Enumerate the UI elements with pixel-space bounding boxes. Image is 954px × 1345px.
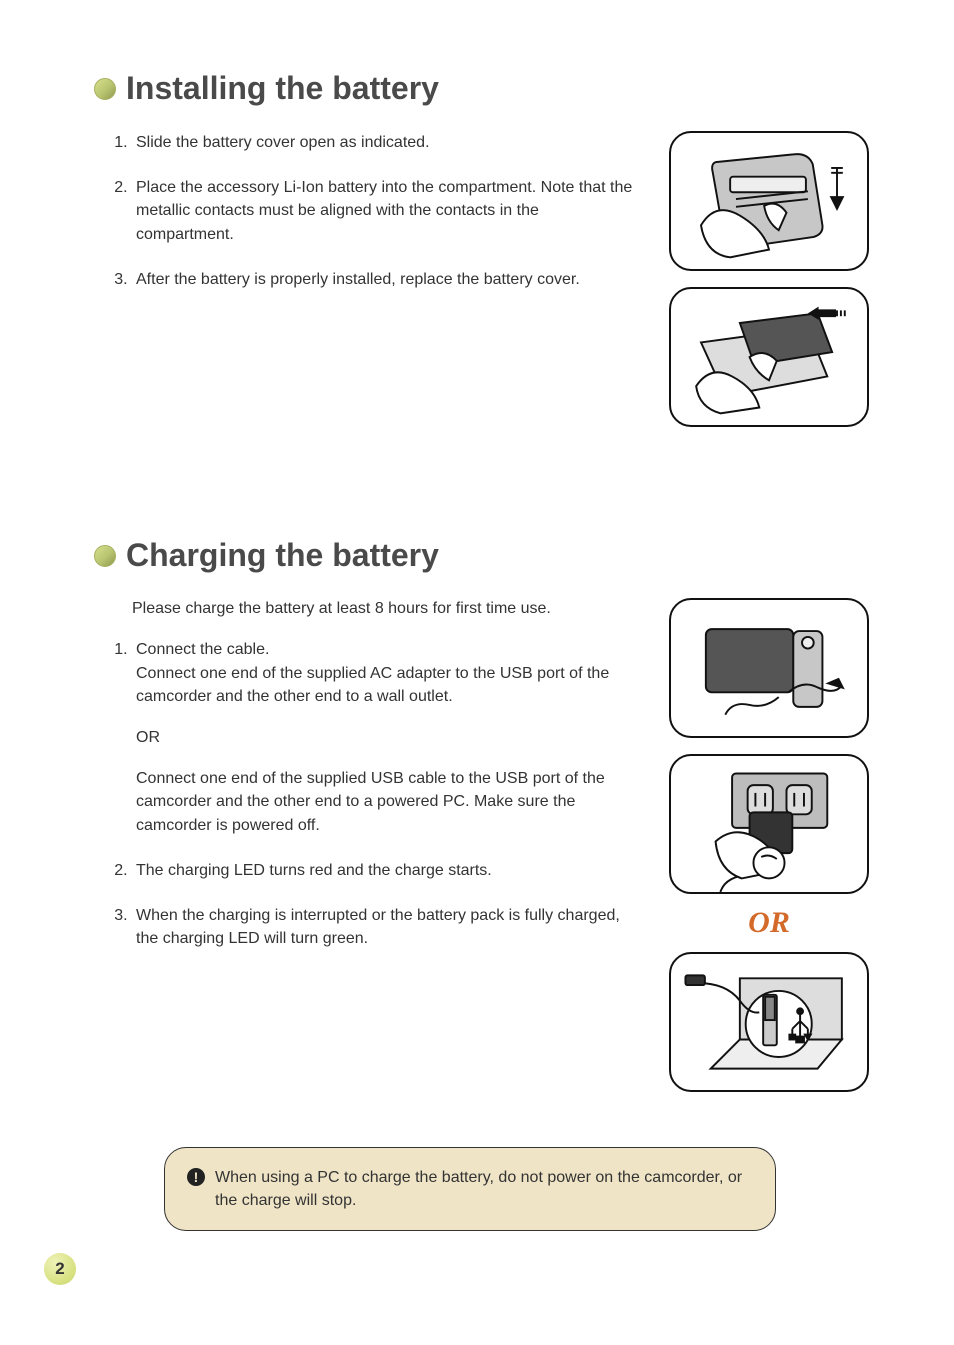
insert-battery-illustration (669, 287, 869, 427)
section-installing: Installing the battery Slide the battery… (100, 70, 884, 427)
or-text: OR (136, 726, 640, 749)
step-item: Slide the battery cover open as indicate… (132, 131, 640, 154)
bullet-icon (94, 78, 116, 100)
or-separator: OR (748, 908, 790, 938)
usb-laptop-illustration (669, 952, 869, 1092)
bullet-icon (94, 545, 116, 567)
illustration-column: OR (664, 598, 874, 1092)
exclamation-icon: ! (187, 1168, 205, 1186)
section-title: Installing the battery (126, 70, 439, 107)
content-row: Please charge the battery at least 8 hou… (100, 598, 884, 1092)
note-text: When using a PC to charge the battery, d… (215, 1166, 749, 1212)
step-text: Connect one end of the supplied AC adapt… (136, 665, 609, 705)
steps-list: Connect the cable. Connect one end of th… (132, 638, 640, 950)
step-item: Connect the cable. Connect one end of th… (132, 638, 640, 836)
step-item: The charging LED turns red and the charg… (132, 859, 640, 882)
step-item: When the charging is interrupted or the … (132, 904, 640, 950)
slide-cover-illustration (669, 131, 869, 271)
illustration-column (664, 131, 874, 427)
steps-list: Slide the battery cover open as indicate… (132, 131, 640, 291)
section-heading: Installing the battery (94, 70, 884, 107)
intro-text: Please charge the battery at least 8 hou… (132, 598, 640, 620)
step-item: Place the accessory Li-Ion battery into … (132, 176, 640, 246)
page-number-badge: 2 (44, 1253, 76, 1285)
section-title: Charging the battery (126, 537, 439, 574)
step-label: Connect the cable. (136, 641, 269, 658)
section-heading: Charging the battery (94, 537, 884, 574)
step-text: Connect one end of the supplied USB cabl… (136, 770, 605, 833)
manual-page: Installing the battery Slide the battery… (0, 0, 954, 1345)
content-row: Slide the battery cover open as indicate… (100, 131, 884, 427)
warning-note: ! When using a PC to charge the battery,… (164, 1147, 776, 1231)
step-item: After the battery is properly installed,… (132, 268, 640, 291)
section-charging: Charging the battery Please charge the b… (100, 537, 884, 1092)
connect-cable-camcorder-illustration (669, 598, 869, 738)
text-column: Please charge the battery at least 8 hou… (100, 598, 640, 1092)
text-column: Slide the battery cover open as indicate… (100, 131, 640, 427)
wall-outlet-adapter-illustration (669, 754, 869, 894)
